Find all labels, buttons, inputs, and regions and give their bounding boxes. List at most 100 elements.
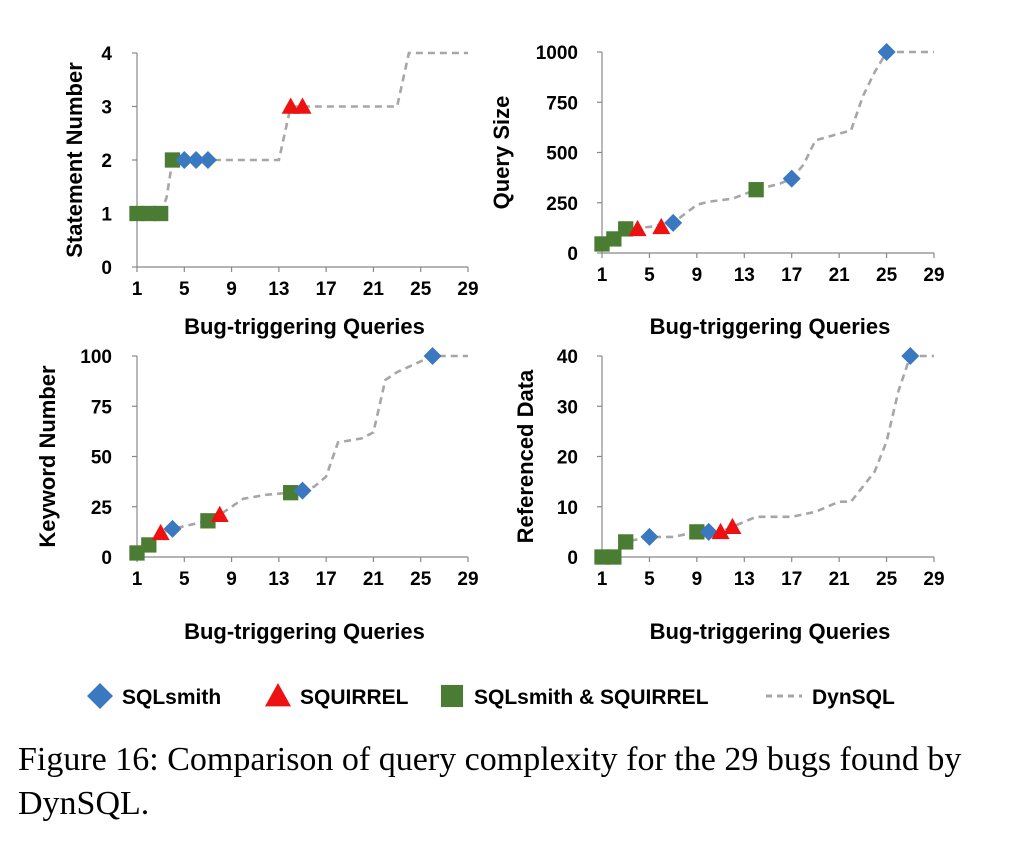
legend-label: SQLsmith & SQUIRREL: [474, 686, 709, 709]
both-point: [594, 236, 610, 252]
legend: SQLsmith SQUIRREL SQLsmith & SQUIRREL DynSQ…: [87, 683, 895, 709]
sqlsmith-point: [423, 347, 442, 365]
x-tick-label: 25: [410, 279, 432, 300]
dynsql-line: [601, 50, 934, 246]
squirrel-point: [628, 219, 647, 237]
both-point: [606, 549, 622, 565]
x-tick-label: 21: [363, 569, 385, 590]
x-tick-label: 29: [923, 265, 944, 286]
x-tick-label: 21: [363, 279, 385, 300]
sqlsmith-point: [293, 481, 312, 500]
squirrel-point: [711, 522, 730, 540]
x-tick-label: 13: [268, 279, 289, 300]
legend-item-squirrel: SQUIRREL: [265, 683, 409, 709]
squirrel-point: [210, 505, 229, 522]
x-tick-label: 1: [132, 569, 143, 590]
x-axis-title: Bug-triggering Queries: [184, 314, 425, 339]
x-tick-label: 1: [132, 279, 143, 300]
both-point: [606, 231, 622, 247]
sqlsmith-point: [782, 169, 801, 188]
y-tick-label: 20: [557, 448, 578, 469]
x-tick-label: 13: [734, 265, 755, 286]
sqlsmith-point: [163, 519, 182, 538]
squirrel-point: [293, 97, 312, 114]
y-tick-label: 2: [101, 151, 112, 172]
both-point: [129, 545, 145, 561]
x-axis-title: Bug-triggering Queries: [184, 619, 425, 644]
x-tick-label: 1: [597, 265, 608, 286]
legend-sqlsmith-swatch: [87, 683, 113, 709]
chart-panel-4: 0 10 20 30 40 1 5 9 13 17 21 25 29 Bug-triggering Que…: [513, 347, 945, 644]
y-tick-label: 75: [91, 397, 113, 418]
x-tick-label: 17: [316, 569, 337, 590]
y-tick-label: 500: [546, 144, 578, 165]
sqlsmith-point: [640, 527, 659, 546]
dynsql-line: [137, 51, 468, 215]
y-tick-label: 1000: [536, 43, 578, 64]
x-tick-label: 21: [829, 569, 851, 590]
x-tick-label: 17: [316, 279, 337, 300]
y-tick-label: 3: [101, 98, 112, 119]
x-tick-label: 17: [781, 265, 802, 286]
both-point: [618, 221, 634, 237]
y-tick-label: 50: [91, 448, 112, 469]
y-tick-label: 0: [101, 548, 112, 569]
x-tick-label: 21: [829, 265, 851, 286]
legend-label: SQUIRREL: [300, 686, 409, 709]
y-axis-title: Query Size: [489, 96, 514, 210]
y-tick-label: 25: [91, 498, 113, 519]
dynsql-line: [602, 354, 934, 559]
x-tick-label: 5: [644, 265, 655, 286]
x-tick-label: 13: [268, 569, 289, 590]
x-axis-title: Bug-triggering Queries: [650, 314, 891, 339]
x-tick-label: 5: [644, 569, 655, 590]
x-tick-label: 5: [179, 569, 190, 590]
legend-label: SQLsmith: [122, 686, 221, 709]
x-tick-label: 5: [179, 279, 190, 300]
x-tick-label: 25: [410, 569, 432, 590]
dynsql-line: [136, 354, 468, 555]
y-tick-label: 0: [567, 244, 578, 265]
legend-both-swatch: [440, 684, 464, 708]
x-tick-label: 9: [226, 569, 237, 590]
chart-panel-2: 0 250 500 750 1000 1 5 9 13 17 21 25 29 Bug-triggerin…: [489, 43, 945, 339]
both-point: [164, 152, 181, 168]
y-tick-label: 0: [101, 258, 112, 279]
x-axis-title: Bug-triggering Queries: [650, 619, 891, 644]
both-point: [594, 549, 610, 565]
both-point: [689, 524, 705, 540]
both-point: [200, 513, 216, 529]
legend-item-both: SQLsmith & SQUIRREL: [440, 684, 709, 709]
both-point: [283, 485, 299, 501]
x-tick-label: 9: [692, 569, 703, 590]
x-tick-label: 29: [923, 569, 944, 590]
y-axis-title: Statement Number: [62, 62, 87, 258]
both-point: [618, 534, 634, 550]
x-tick-label: 9: [226, 279, 237, 300]
sqlsmith-point: [877, 43, 896, 61]
x-tick-label: 13: [734, 569, 755, 590]
chart-panel-3: 0 25 50 75 100 1 5 9 13 17 21 25 29 Bug-triggering Qu…: [35, 347, 479, 644]
y-tick-label: 100: [80, 347, 112, 368]
legend-squirrel-swatch: [265, 683, 291, 707]
squirrel-point: [723, 517, 742, 535]
sqlsmith-point: [175, 151, 194, 169]
sqlsmith-point: [187, 151, 206, 169]
y-tick-label: 4: [101, 44, 112, 65]
x-tick-label: 29: [457, 279, 478, 300]
x-tick-label: 1: [597, 569, 608, 590]
y-tick-label: 750: [546, 93, 578, 114]
both-point: [152, 205, 169, 222]
both-point: [141, 205, 157, 222]
legend-item-dynsql: DynSQL: [766, 686, 895, 709]
y-tick-label: 0: [567, 548, 578, 569]
x-tick-label: 29: [457, 569, 478, 590]
sqlsmith-point: [901, 347, 920, 365]
y-tick-label: 250: [546, 194, 578, 215]
y-tick-label: 30: [557, 397, 578, 418]
legend-item-sqlsmith: SQLsmith: [87, 683, 221, 709]
y-tick-label: 1: [101, 205, 112, 226]
x-tick-label: 25: [876, 569, 898, 590]
